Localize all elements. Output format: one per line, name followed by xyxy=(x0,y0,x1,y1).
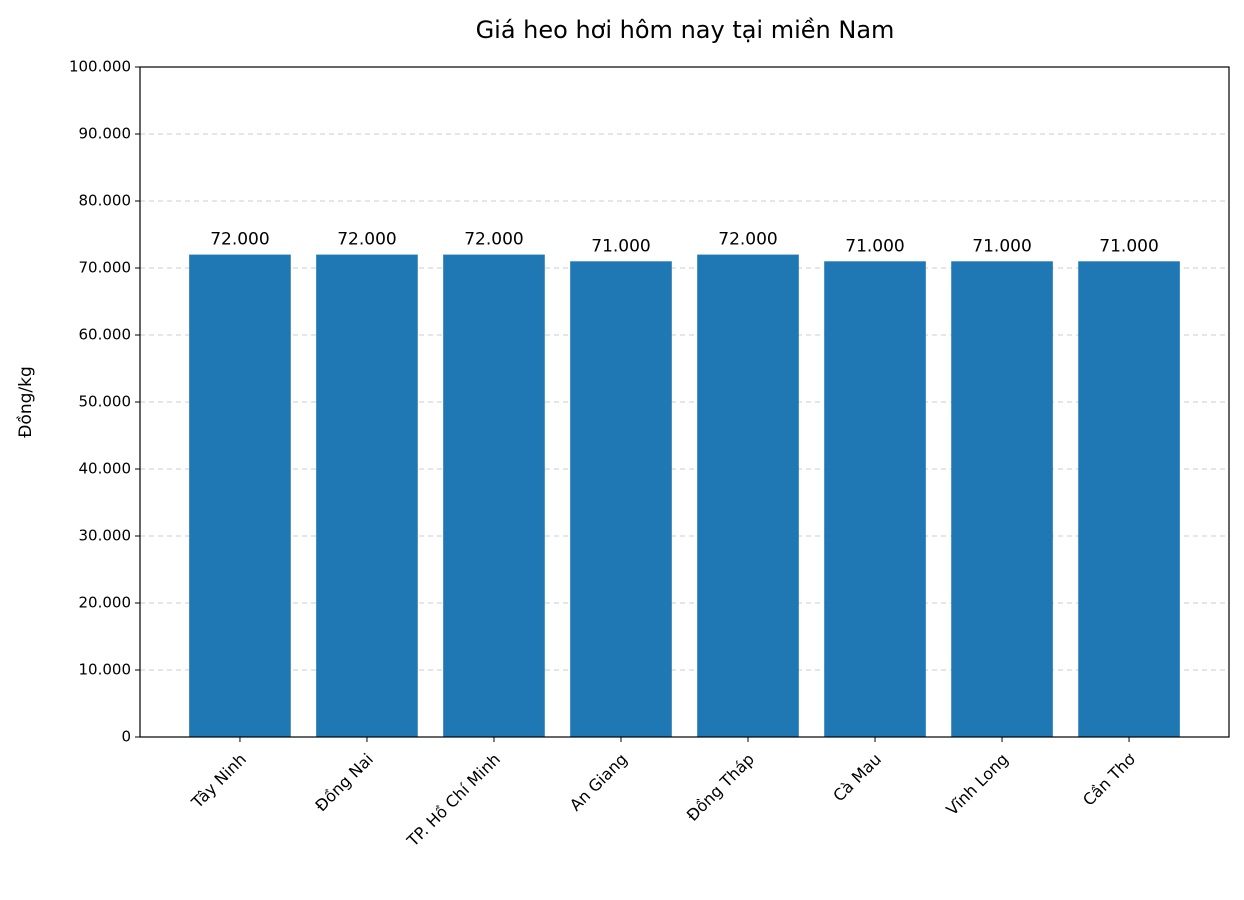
value-label: 71.000 xyxy=(845,236,904,256)
y-tick-label: 20.000 xyxy=(79,594,132,612)
y-tick-label: 60.000 xyxy=(79,326,132,344)
x-tick-label: Cà Mau xyxy=(829,750,885,806)
value-label: 72.000 xyxy=(210,230,269,250)
value-label: 71.000 xyxy=(1099,236,1158,256)
bar xyxy=(697,254,799,737)
value-label: 72.000 xyxy=(464,230,523,250)
x-tick-label: TP. Hồ Chí Minh xyxy=(403,750,504,851)
bar xyxy=(443,254,545,737)
y-tick-label: 30.000 xyxy=(79,527,132,545)
y-tick-label: 0 xyxy=(121,728,131,746)
bar xyxy=(570,261,672,737)
bar xyxy=(951,261,1053,737)
y-tick-label: 10.000 xyxy=(79,661,132,679)
y-tick-label: 90.000 xyxy=(79,125,132,143)
x-tick-label: Đồng Tháp xyxy=(683,750,758,825)
chart-title: Giá heo hơi hôm nay tại miền Nam xyxy=(476,16,895,44)
value-label: 72.000 xyxy=(337,230,396,250)
y-tick-label: 40.000 xyxy=(79,460,132,478)
y-tick-label: 80.000 xyxy=(79,192,132,210)
bar xyxy=(316,254,418,737)
x-tick-label: Cần Thơ xyxy=(1079,749,1139,809)
value-label: 72.000 xyxy=(718,230,777,250)
bar xyxy=(824,261,926,737)
y-tick-label: 70.000 xyxy=(79,259,132,277)
value-label: 71.000 xyxy=(591,236,650,256)
y-tick-label: 100.000 xyxy=(69,58,131,76)
plot-frame xyxy=(139,66,1230,738)
y-tick-label: 50.000 xyxy=(79,393,132,411)
x-tick-label: Đồng Nai xyxy=(311,750,377,816)
x-tick-label: An Giang xyxy=(566,750,631,815)
bar xyxy=(189,254,291,737)
x-tick-label: Vĩnh Long xyxy=(942,750,1012,820)
x-tick-label: Tây Ninh xyxy=(187,750,250,813)
y-axis-label: Đồng/kg xyxy=(15,366,36,438)
value-label: 71.000 xyxy=(972,236,1031,256)
bar xyxy=(1078,261,1180,737)
